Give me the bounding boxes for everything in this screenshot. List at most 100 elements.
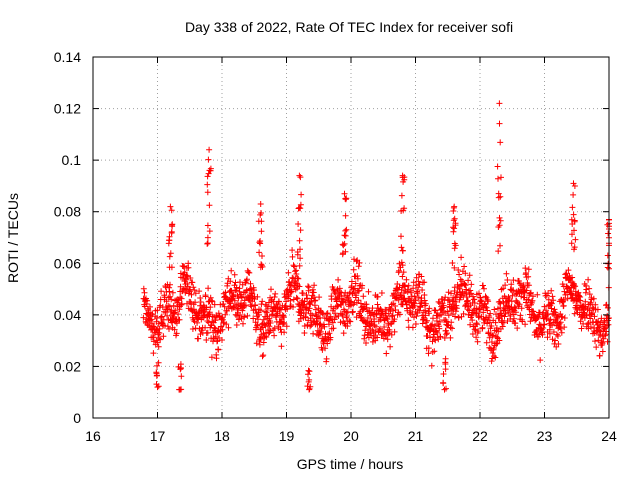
data-point: [403, 276, 410, 283]
data-point: [396, 267, 402, 274]
data-point: [239, 307, 246, 314]
data-point: [316, 294, 323, 301]
data-point: [571, 227, 577, 234]
data-point: [483, 304, 490, 311]
data-point: [221, 303, 228, 310]
data-point: [492, 354, 499, 361]
data-point: [175, 311, 182, 318]
data-point: [581, 303, 588, 310]
data-point: [587, 299, 594, 306]
data-point: [202, 324, 209, 331]
data-point: [594, 306, 601, 313]
data-point: [541, 303, 548, 310]
data-point: [365, 288, 372, 295]
data-point: [568, 216, 575, 223]
data-point: [215, 310, 222, 317]
data-point: [511, 315, 517, 322]
data-point: [473, 334, 480, 341]
data-point: [385, 322, 392, 328]
data-point: [169, 289, 176, 296]
data-point: [591, 313, 598, 320]
data-point: [599, 348, 606, 355]
data-point: [192, 290, 199, 297]
data-point: [171, 326, 178, 333]
data-point: [178, 373, 185, 380]
data-point: [237, 279, 243, 286]
data-point: [308, 322, 315, 329]
data-point: [570, 211, 577, 218]
data-point: [276, 298, 282, 305]
data-point: [586, 291, 593, 298]
data-point: [178, 300, 185, 307]
data-point: [563, 270, 570, 277]
data-point: [196, 288, 203, 295]
data-point: [415, 278, 422, 285]
data-point: [413, 313, 420, 320]
data-point: [456, 296, 463, 303]
y-axis-label: ROTI / TECUs: [5, 193, 21, 283]
data-point: [374, 293, 381, 300]
data-point: [474, 321, 481, 328]
x-tick-label: 21: [408, 428, 424, 444]
data-point: [413, 274, 420, 281]
data-point: [190, 306, 197, 313]
data-point: [571, 217, 578, 224]
x-tick-label: 18: [214, 428, 230, 444]
data-point: [490, 332, 497, 339]
data-point: [476, 290, 482, 297]
data-point: [207, 294, 214, 301]
data-point: [450, 228, 457, 235]
data-point: [585, 320, 592, 326]
data-point: [527, 289, 534, 296]
data-point: [204, 318, 211, 324]
data-point: [219, 326, 226, 333]
data-point: [599, 340, 606, 347]
data-point: [555, 333, 561, 339]
data-point: [522, 265, 529, 272]
data-point: [343, 226, 350, 233]
data-point: [218, 315, 225, 322]
data-point: [296, 204, 303, 211]
data-point: [570, 180, 577, 187]
data-point: [168, 207, 175, 214]
data-point: [421, 279, 428, 286]
data-point: [557, 319, 564, 326]
data-point: [299, 290, 306, 297]
data-point: [204, 240, 211, 247]
data-point: [497, 300, 504, 307]
data-point: [212, 333, 219, 340]
data-point: [195, 310, 202, 317]
data-point: [595, 324, 602, 331]
data-point: [522, 321, 529, 328]
data-point: [443, 331, 450, 338]
data-point: [225, 324, 232, 331]
data-point: [491, 306, 498, 313]
axis-ticks: [92, 56, 610, 419]
data-point: [495, 190, 502, 197]
data-point: [354, 275, 361, 282]
data-point: [332, 310, 338, 317]
data-point: [398, 286, 405, 293]
data-point: [263, 303, 270, 310]
data-point: [450, 217, 457, 224]
data-point: [255, 218, 262, 225]
data-point: [584, 321, 591, 328]
data-point: [211, 301, 218, 308]
data-point: [414, 290, 421, 297]
data-point: [592, 338, 598, 345]
x-axis-label: GPS time / hours: [297, 456, 404, 472]
x-tick-label: 17: [150, 428, 166, 444]
data-point: [445, 312, 452, 319]
data-point: [419, 287, 426, 293]
data-point: [156, 325, 163, 332]
data-point: [551, 306, 558, 313]
data-point: [310, 330, 317, 337]
data-point: [550, 329, 557, 335]
data-point: [596, 323, 603, 330]
data-point: [558, 329, 565, 336]
data-point: [482, 293, 489, 300]
data-point: [510, 277, 517, 284]
data-point: [296, 172, 303, 179]
data-point: [517, 312, 524, 319]
